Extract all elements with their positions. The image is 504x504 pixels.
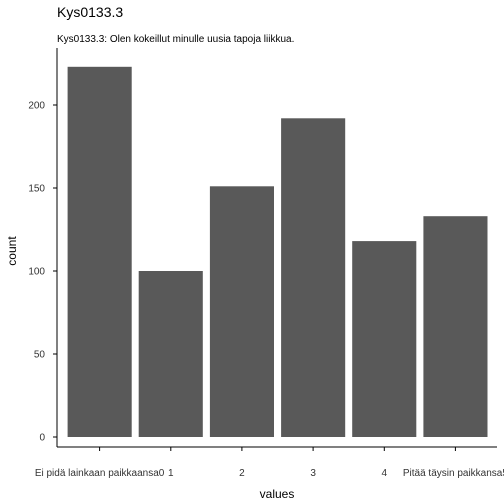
chart-subtitle: Kys0133.3: Olen kokeillut minulle uusia … <box>57 34 294 45</box>
x-tick-label-5: Pitää täysin paikkansa5 <box>403 468 504 479</box>
y-tick-label-2: 100 <box>28 267 45 278</box>
y-tick-label-3: 150 <box>28 184 45 195</box>
bar-1 <box>138 271 203 437</box>
x-axis-title: values <box>260 487 295 501</box>
x-tick-label-0: Ei pidä lainkaan paikkaansa0 <box>35 468 165 479</box>
x-tick-label-1: 1 <box>168 468 174 479</box>
x-tick-label-2: 2 <box>239 468 245 479</box>
y-tick-label-4: 200 <box>28 101 45 112</box>
y-ticks-group: 0 50 100 150 200 <box>28 101 57 444</box>
bar-0 <box>67 66 132 438</box>
x-tick-label-4: 4 <box>382 468 388 479</box>
y-axis-title: count <box>5 236 19 266</box>
x-tick-label-3: 3 <box>310 468 316 479</box>
bar-3 <box>281 118 346 438</box>
chart-title: Kys0133.3 <box>57 4 123 20</box>
y-tick-label-0: 0 <box>39 433 45 444</box>
x-ticks-group: Ei pidä lainkaan paikkaansa0 1 2 3 4 Pitää tä… <box>35 447 504 479</box>
bar-5 <box>423 216 488 437</box>
bar-2 <box>209 186 274 437</box>
y-tick-label-1: 50 <box>34 350 46 361</box>
bars-group <box>67 66 488 438</box>
bar-4 <box>352 241 417 437</box>
